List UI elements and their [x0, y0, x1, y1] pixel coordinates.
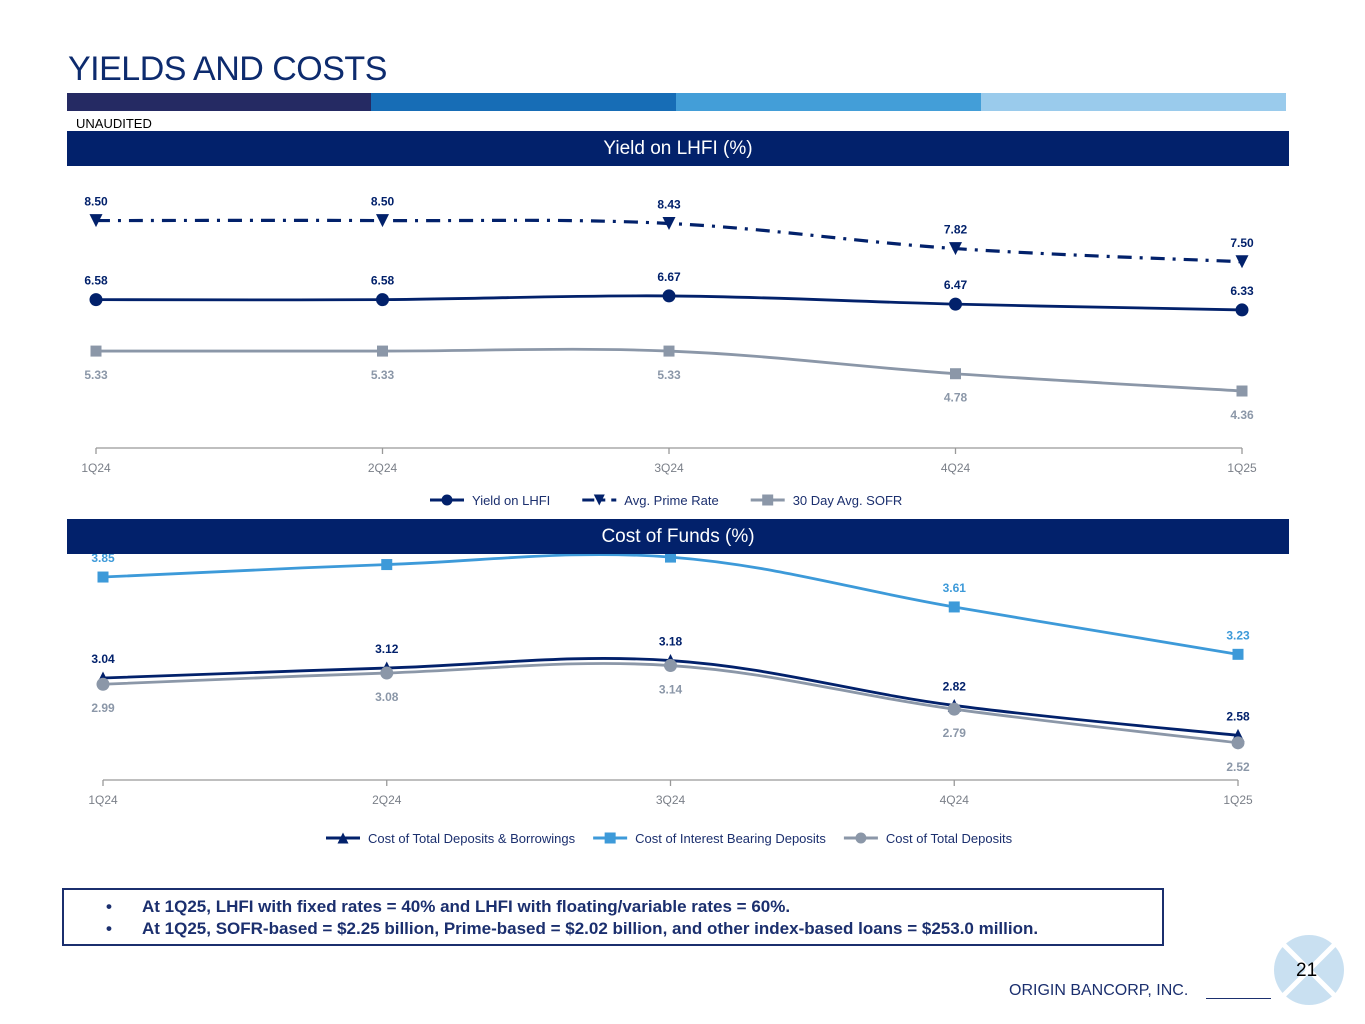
- footer-rule: [1206, 998, 1271, 999]
- unaudited-label: UNAUDITED: [76, 116, 152, 131]
- x-tick-label: 3Q24: [654, 461, 684, 475]
- data-label: 2.52: [1226, 760, 1250, 774]
- data-label: 3.23: [1226, 628, 1250, 642]
- data-label: 6.67: [657, 270, 681, 284]
- legend-item: Cost of Interest Bearing Deposits: [593, 831, 826, 846]
- note-item: At 1Q25, LHFI with fixed rates = 40% and…: [64, 896, 1162, 918]
- legend-item: Yield on LHFI: [430, 493, 550, 508]
- legend-marker-icon: [441, 494, 453, 506]
- data-point: [381, 559, 393, 571]
- title-stripe-3: [676, 93, 981, 111]
- chart1-title-band: Yield on LHFI (%): [67, 131, 1289, 166]
- data-label: 4.36: [1230, 408, 1254, 422]
- data-label: 6.58: [84, 274, 108, 288]
- data-point: [376, 293, 389, 307]
- data-label: 8.50: [371, 195, 395, 209]
- data-label: 6.58: [371, 274, 395, 288]
- data-label: 5.33: [657, 368, 681, 382]
- data-label: 2.79: [943, 726, 967, 740]
- page-title: YIELDS AND COSTS: [68, 50, 387, 88]
- data-point: [662, 289, 676, 303]
- legend-label: Yield on LHFI: [472, 493, 550, 508]
- data-point: [1236, 385, 1248, 397]
- series-line-cost-of-total-deposits: [102, 662, 1239, 745]
- data-label: 5.33: [84, 368, 108, 382]
- x-tick-label: 1Q25: [1227, 461, 1257, 475]
- data-point: [90, 345, 102, 357]
- data-point: [376, 214, 389, 228]
- title-stripe-1: [67, 93, 371, 111]
- legend-marker-icon: [604, 832, 616, 844]
- x-tick-label: 4Q24: [941, 461, 971, 475]
- company-footer: ORIGIN BANCORP, INC.: [1009, 982, 1189, 999]
- data-point: [665, 554, 676, 563]
- data-point: [950, 368, 961, 380]
- legend-label: Cost of Total Deposits: [886, 831, 1013, 846]
- legend-label: Cost of Interest Bearing Deposits: [635, 831, 826, 846]
- cost-of-funds-chart: 1Q24 2Q24 3Q24 4Q24 1Q25 3.04 3.12 3.18 2.82 2.58…: [88, 554, 1253, 846]
- data-point: [662, 216, 676, 230]
- legend-marker-icon: [855, 832, 867, 844]
- title-stripe-4: [981, 93, 1286, 111]
- data-label: 7.50: [1230, 236, 1254, 250]
- data-point: [96, 677, 110, 691]
- data-label: 3.61: [943, 581, 967, 595]
- data-point: [1232, 648, 1244, 660]
- legend-marker-icon: [337, 832, 349, 844]
- data-label: 3.04: [91, 652, 115, 666]
- data-label: 5.33: [371, 368, 395, 382]
- data-point: [89, 293, 103, 307]
- data-label: 8.50: [84, 195, 108, 209]
- data-point: [1231, 736, 1245, 750]
- data-point: [948, 601, 960, 613]
- data-point: [380, 666, 394, 680]
- x-tick-label: 4Q24: [940, 793, 970, 807]
- legend-item: Cost of Total Deposits: [843, 831, 1013, 846]
- data-label: 3.18: [659, 635, 683, 649]
- x-tick-label: 3Q24: [656, 793, 686, 807]
- data-label: 2.82: [943, 679, 967, 693]
- data-label: 6.33: [1230, 284, 1254, 298]
- notes-box: At 1Q25, LHFI with fixed rates = 40% and…: [62, 888, 1164, 946]
- data-point: [947, 702, 961, 716]
- legend-label: 30 Day Avg. SOFR: [793, 493, 903, 508]
- data-point: [949, 242, 962, 256]
- legend-item: 30 Day Avg. SOFR: [750, 493, 903, 508]
- x-tick-label: 1Q25: [1223, 793, 1253, 807]
- data-label: 2.99: [91, 701, 115, 715]
- data-point: [1235, 255, 1249, 269]
- legend-item: Avg. Prime Rate: [582, 493, 719, 508]
- data-point: [377, 345, 388, 357]
- x-tick-label: 2Q24: [372, 793, 402, 807]
- data-label: 6.47: [944, 278, 968, 292]
- data-label: 3.14: [659, 683, 683, 697]
- yield-chart: 1Q24 2Q24 3Q24 4Q24 1Q25 6.58 6.58 6.67 6.47 6.33…: [81, 195, 1257, 508]
- title-stripe-2: [371, 93, 676, 111]
- legend-item: Cost of Total Deposits & Borrowings: [326, 831, 576, 846]
- x-tick-label: 2Q24: [368, 461, 398, 475]
- data-label: 3.08: [375, 690, 399, 704]
- legend-label: Avg. Prime Rate: [624, 493, 718, 508]
- data-point: [89, 214, 103, 228]
- legend-marker-icon: [593, 494, 605, 506]
- legend-marker-icon: [762, 494, 774, 506]
- data-point: [1235, 303, 1249, 317]
- data-label: 3.12: [375, 642, 399, 656]
- data-label: 4.78: [944, 391, 968, 405]
- data-point: [663, 345, 675, 357]
- data-label: 8.43: [657, 197, 681, 211]
- legend-label: Cost of Total Deposits & Borrowings: [368, 831, 576, 846]
- chart2-title-band: Cost of Funds (%): [67, 519, 1289, 554]
- data-point: [664, 659, 677, 673]
- x-tick-label: 1Q24: [81, 461, 111, 475]
- origin-logo-icon: [1274, 935, 1344, 1005]
- data-label: 7.82: [944, 223, 968, 237]
- data-label: 2.58: [1226, 709, 1250, 723]
- x-tick-label: 1Q24: [88, 793, 118, 807]
- page-number: 21: [1296, 960, 1318, 981]
- data-point: [949, 297, 962, 311]
- data-point: [97, 571, 109, 583]
- data-label: 3.85: [91, 554, 115, 565]
- note-item: At 1Q25, SOFR-based = $2.25 billion, Pri…: [64, 918, 1162, 940]
